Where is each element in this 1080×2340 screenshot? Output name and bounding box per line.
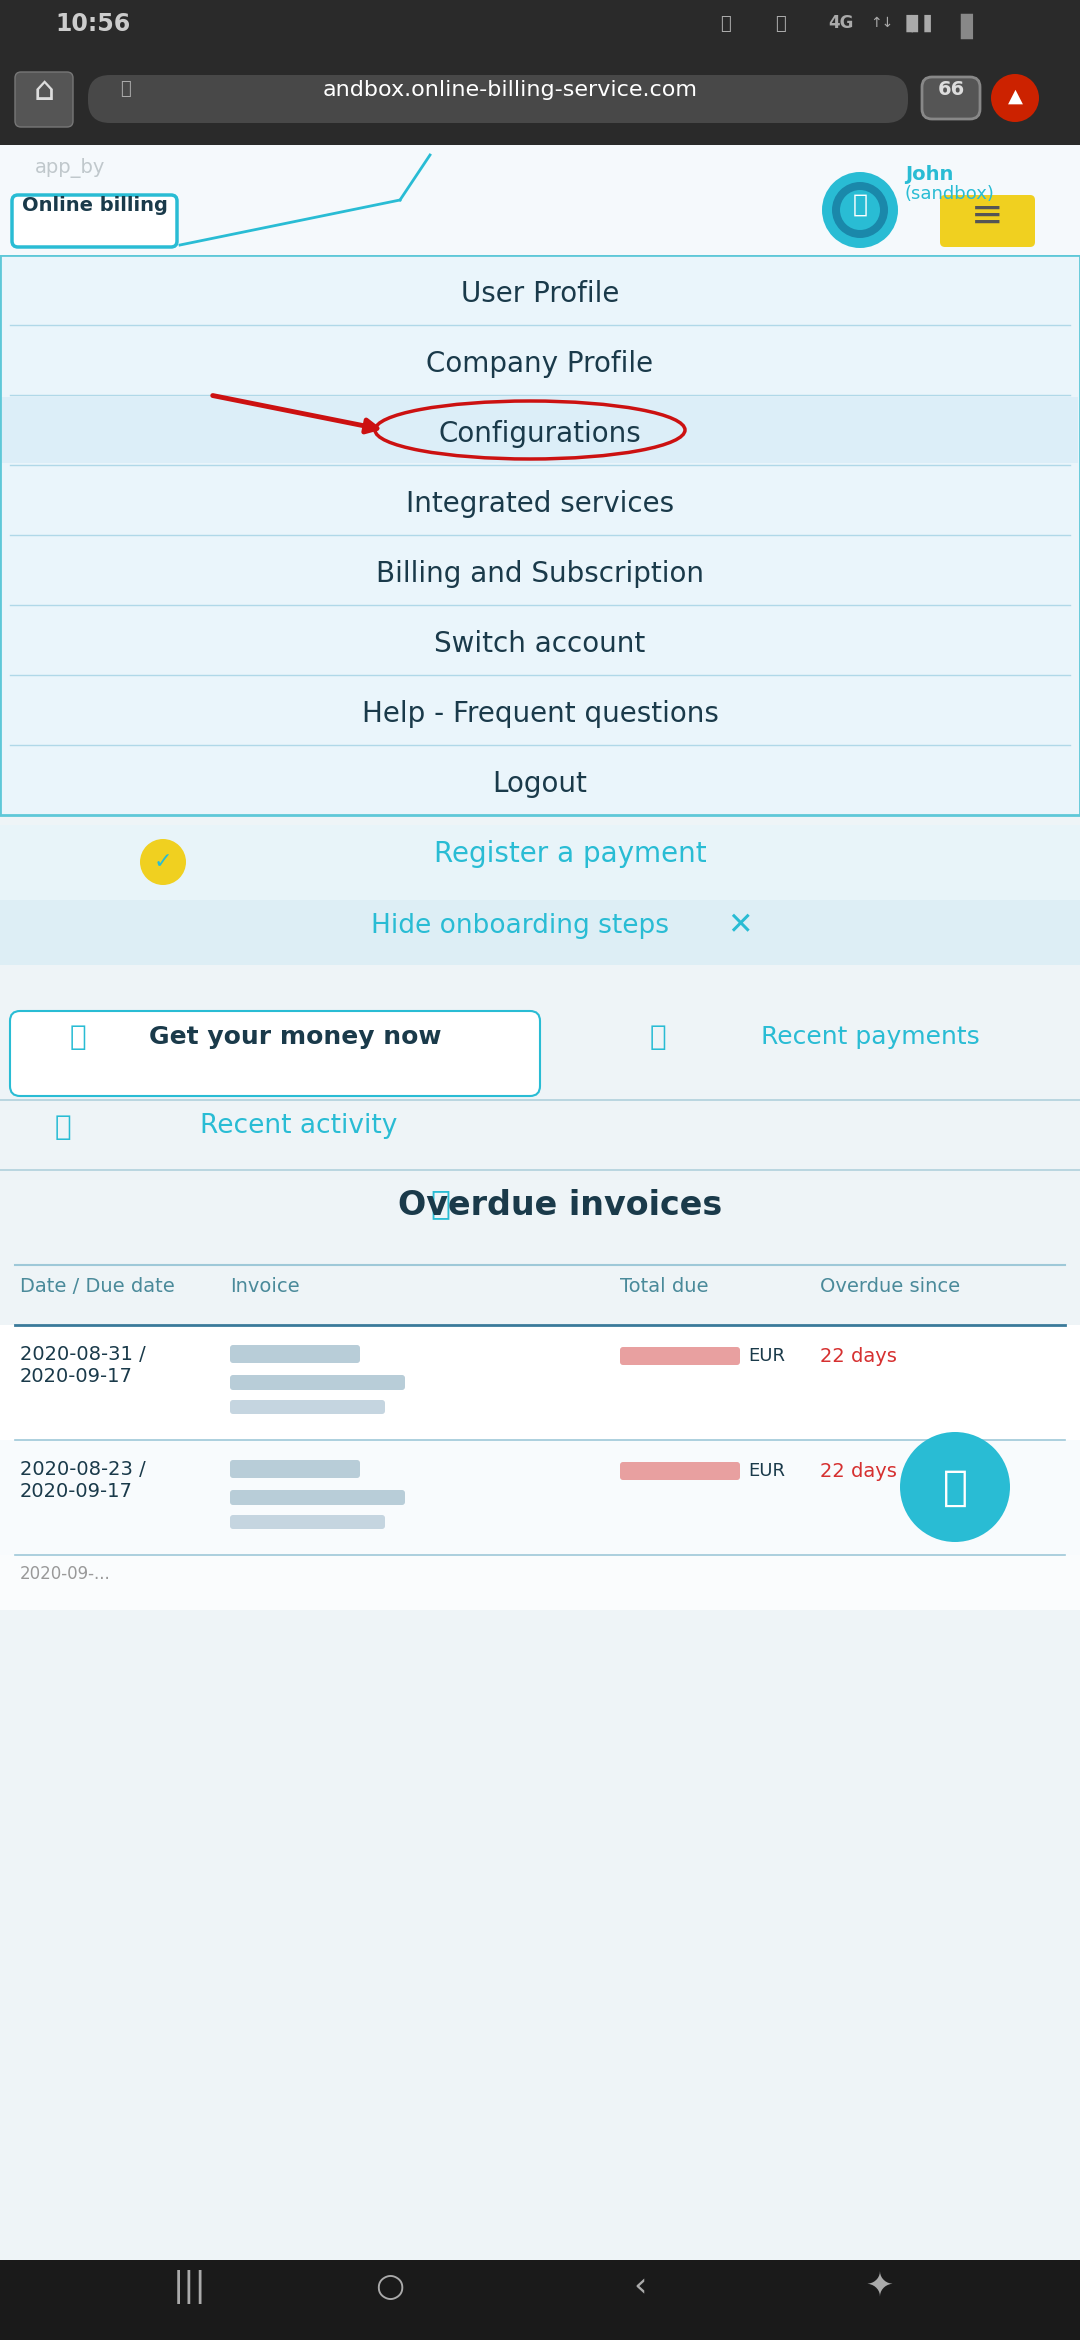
- FancyBboxPatch shape: [12, 194, 177, 248]
- Text: Integrated services: Integrated services: [406, 489, 674, 517]
- Text: 66: 66: [937, 80, 964, 98]
- FancyBboxPatch shape: [230, 1376, 405, 1390]
- Text: ▐▌▌: ▐▌▌: [900, 14, 939, 33]
- Text: 22 days: 22 days: [820, 1462, 896, 1481]
- Text: 🗒: 🗒: [650, 1023, 666, 1051]
- Text: 10:56: 10:56: [55, 12, 131, 35]
- Text: ✦: ✦: [866, 2270, 894, 2303]
- Text: Register a payment: Register a payment: [434, 840, 706, 868]
- Text: 💵: 💵: [70, 1023, 86, 1051]
- Text: Online billing: Online billing: [22, 197, 167, 215]
- FancyBboxPatch shape: [230, 1399, 384, 1413]
- Text: Help - Frequent questions: Help - Frequent questions: [362, 700, 718, 728]
- Text: ✕: ✕: [727, 910, 753, 941]
- Text: Recent activity: Recent activity: [200, 1114, 397, 1140]
- Text: 22 days: 22 days: [820, 1348, 896, 1367]
- Circle shape: [140, 840, 186, 885]
- FancyBboxPatch shape: [10, 1011, 540, 1095]
- Text: ‹: ‹: [633, 2270, 647, 2303]
- Text: Configurations: Configurations: [438, 419, 642, 447]
- FancyBboxPatch shape: [230, 1460, 360, 1479]
- Text: Overdue invoices: Overdue invoices: [397, 1189, 723, 1221]
- Text: EUR: EUR: [748, 1462, 785, 1479]
- FancyBboxPatch shape: [940, 194, 1035, 248]
- Text: (sandbox): (sandbox): [905, 185, 995, 204]
- Bar: [2, 398, 1078, 463]
- Text: 🔇: 🔇: [775, 14, 786, 33]
- Circle shape: [822, 173, 897, 248]
- Circle shape: [900, 1432, 1010, 1542]
- Text: 🔒: 🔒: [120, 80, 131, 98]
- Bar: [0, 814, 1080, 826]
- Text: Recent payments: Recent payments: [760, 1025, 980, 1048]
- Text: 2020-09-...: 2020-09-...: [21, 1565, 111, 1582]
- Bar: [0, 1439, 1080, 1556]
- FancyBboxPatch shape: [620, 1348, 740, 1364]
- Text: John: John: [905, 166, 954, 185]
- Bar: [0, 964, 1080, 1004]
- Bar: [0, 1175, 1080, 1266]
- Text: ✓: ✓: [153, 852, 173, 873]
- Text: ↑↓: ↑↓: [870, 16, 893, 30]
- Bar: [0, 1266, 1080, 1324]
- FancyBboxPatch shape: [230, 1346, 360, 1362]
- Text: ▲: ▲: [1008, 87, 1023, 105]
- Text: 🗒: 🗒: [430, 1186, 450, 1219]
- FancyBboxPatch shape: [87, 75, 908, 124]
- Circle shape: [832, 183, 888, 239]
- Text: 💬: 💬: [943, 1467, 968, 1509]
- Text: Billing and Subscription: Billing and Subscription: [376, 559, 704, 587]
- Text: 🔔: 🔔: [720, 14, 731, 33]
- Text: ○: ○: [376, 2270, 405, 2303]
- Text: Date / Due date: Date / Due date: [21, 1278, 175, 1296]
- Text: ≡: ≡: [971, 197, 1003, 234]
- Text: Hide onboarding steps: Hide onboarding steps: [372, 913, 669, 938]
- Bar: [0, 901, 1080, 964]
- FancyBboxPatch shape: [230, 1514, 384, 1528]
- Bar: [0, 0, 1080, 61]
- Circle shape: [840, 190, 880, 229]
- Text: 4G: 4G: [828, 14, 853, 33]
- FancyBboxPatch shape: [230, 1491, 405, 1505]
- FancyBboxPatch shape: [15, 73, 73, 126]
- Text: app_by: app_by: [35, 159, 106, 178]
- Bar: [0, 1324, 1080, 1439]
- FancyBboxPatch shape: [922, 77, 980, 119]
- Text: Overdue since: Overdue since: [820, 1278, 960, 1296]
- Text: ⏻: ⏻: [852, 192, 867, 218]
- Text: Switch account: Switch account: [434, 629, 646, 658]
- Text: Company Profile: Company Profile: [427, 351, 653, 379]
- Text: ⏱: ⏱: [55, 1114, 71, 1142]
- FancyBboxPatch shape: [620, 1462, 740, 1479]
- Text: Get your money now: Get your money now: [149, 1025, 442, 1048]
- Text: EUR: EUR: [748, 1348, 785, 1364]
- Bar: [0, 145, 1080, 255]
- Text: Invoice: Invoice: [230, 1278, 299, 1296]
- Bar: [0, 1556, 1080, 1610]
- Circle shape: [991, 75, 1039, 122]
- Bar: [0, 826, 1080, 901]
- Bar: [0, 1004, 1080, 1100]
- Text: ▋: ▋: [960, 14, 980, 40]
- Text: 2020-08-31 /
2020-09-17: 2020-08-31 / 2020-09-17: [21, 1346, 146, 1385]
- Text: 2020-08-23 /
2020-09-17: 2020-08-23 / 2020-09-17: [21, 1460, 146, 1500]
- Bar: [0, 1100, 1080, 1170]
- Bar: [0, 2260, 1080, 2340]
- Bar: [0, 255, 1080, 814]
- Bar: [0, 61, 1080, 145]
- Text: Total due: Total due: [620, 1278, 708, 1296]
- Text: |||: |||: [173, 2270, 207, 2305]
- Text: ⌂: ⌂: [33, 75, 55, 108]
- Text: andbox.online-billing-service.com: andbox.online-billing-service.com: [323, 80, 698, 101]
- Text: User Profile: User Profile: [461, 281, 619, 309]
- Text: Logout: Logout: [492, 770, 588, 798]
